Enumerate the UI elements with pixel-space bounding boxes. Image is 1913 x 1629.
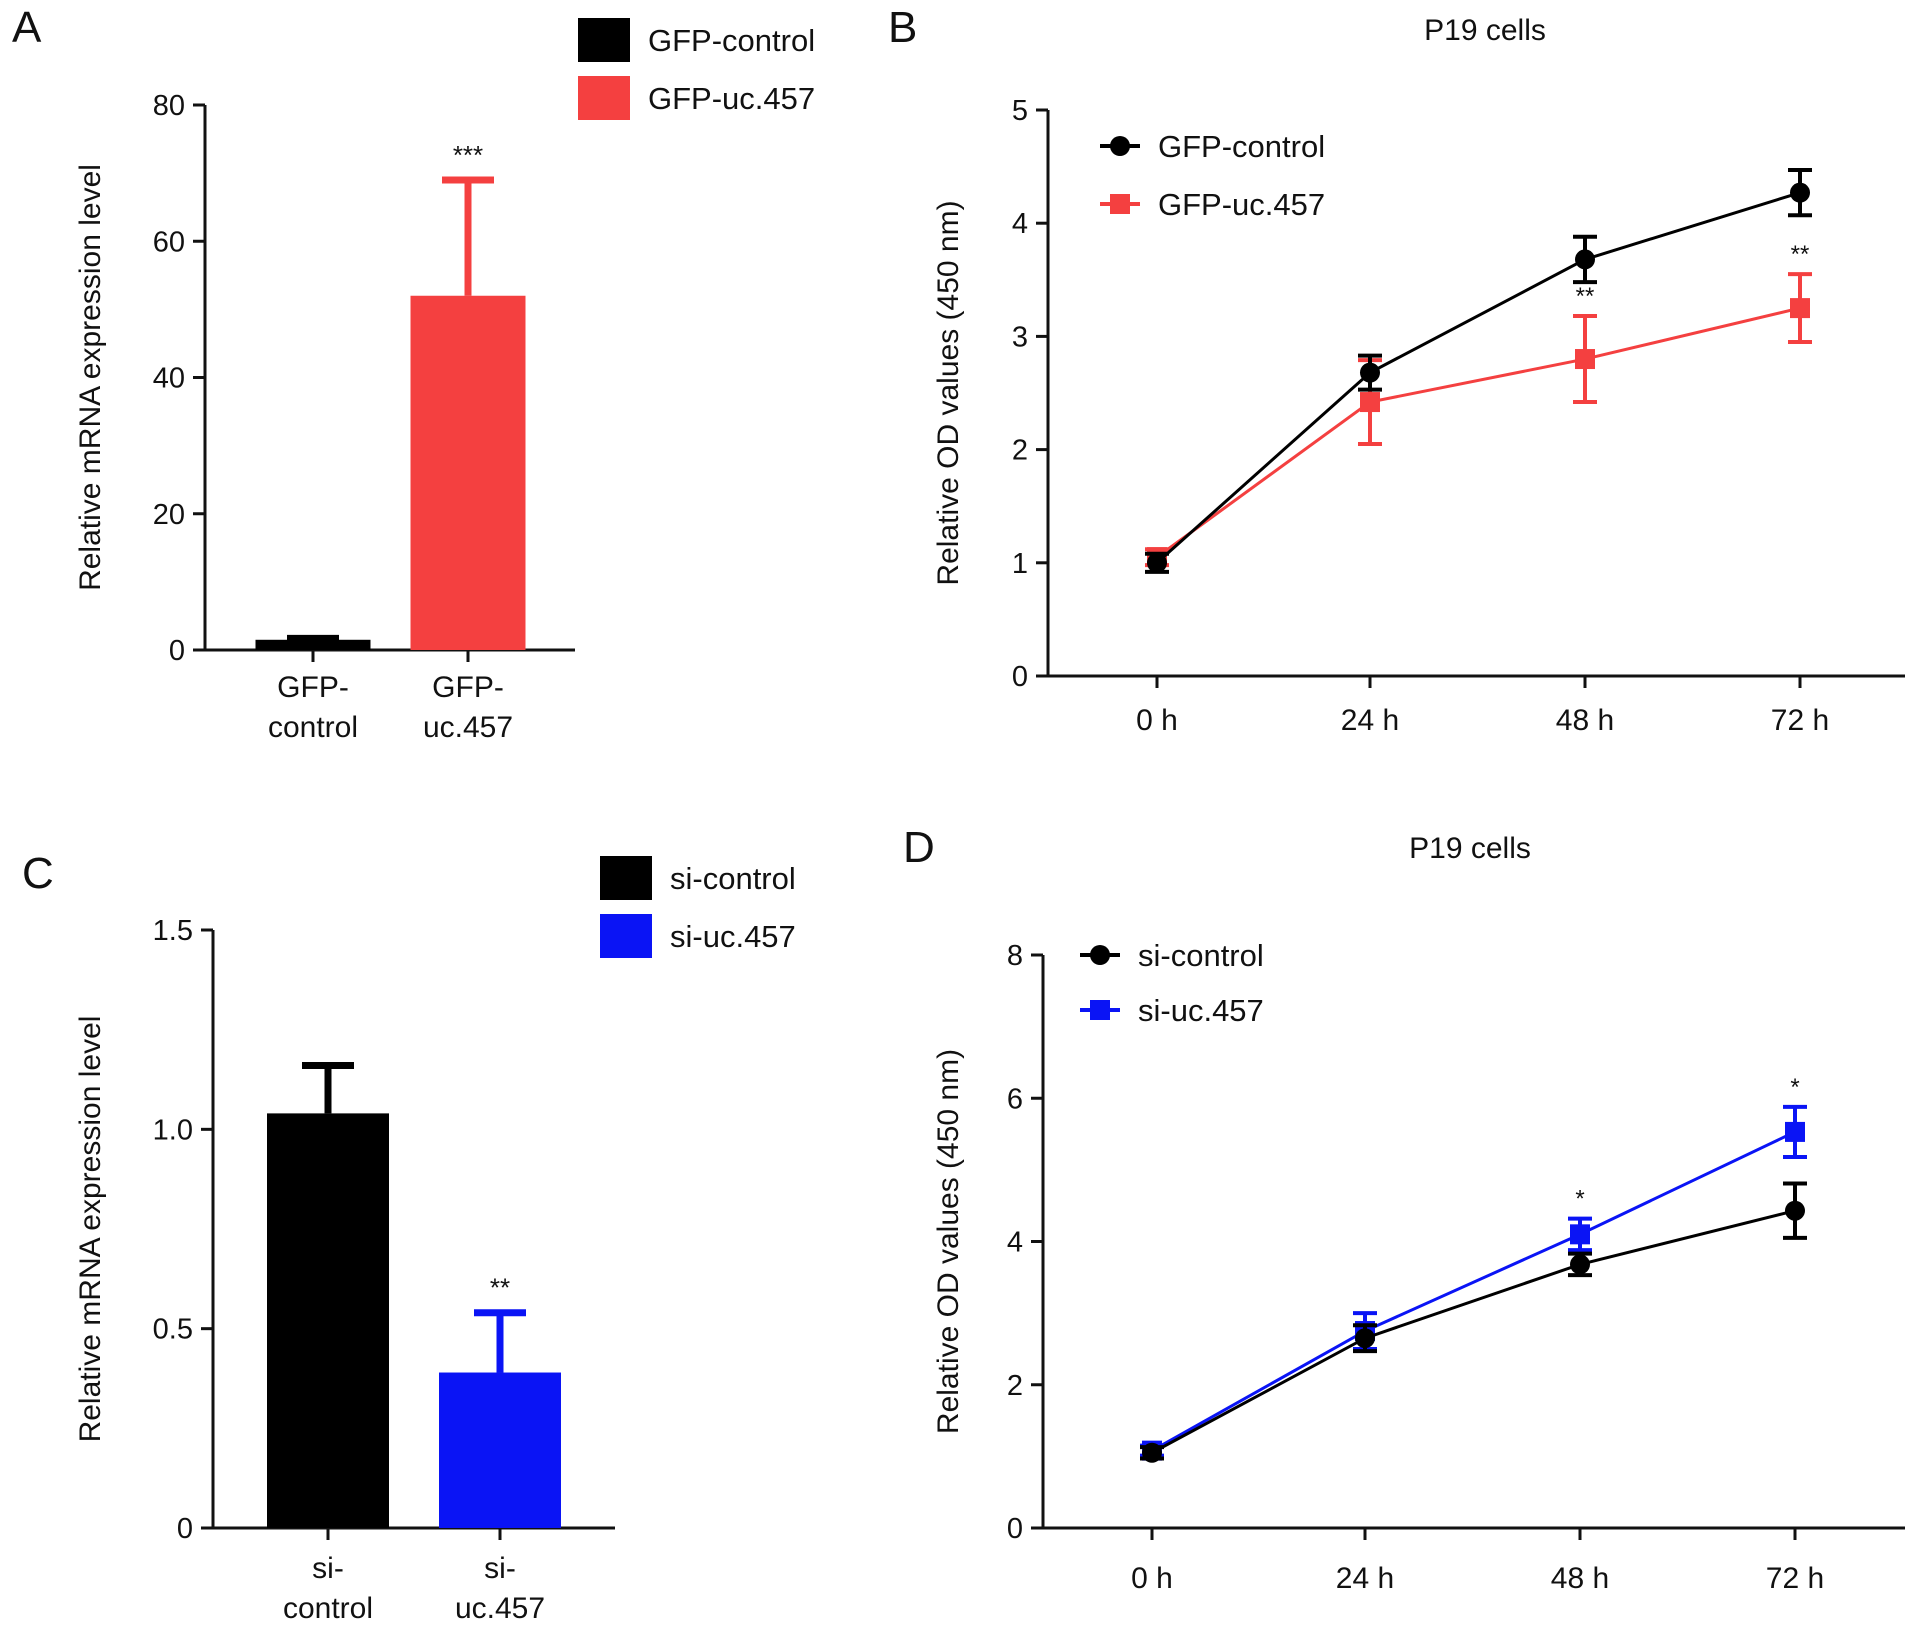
- panel-letter: C: [22, 849, 54, 898]
- y-tick-label: 6: [1007, 1083, 1023, 1115]
- series-line: [1151, 1130, 1796, 1452]
- panel-d: D 0 2 4 6 8 Relative OD values (450 nm) 0 h 24 h…: [903, 823, 1905, 1595]
- significance-label: *: [1790, 1074, 1799, 1101]
- significance-label: **: [1791, 241, 1810, 268]
- legend-point: [1110, 136, 1130, 156]
- y-axis-label: Relative mRNA expression level: [74, 1016, 107, 1443]
- series-line: [1156, 306, 1801, 559]
- panel-c: C 0 0.5 1.0 1.5 Relative mRNA expression leve…: [22, 849, 796, 1625]
- y-tick-label: 0.5: [153, 1314, 193, 1346]
- y-tick-label: 4: [1012, 208, 1028, 240]
- legend-point: [1090, 1000, 1110, 1020]
- legend-label: GFP-uc.457: [648, 81, 815, 116]
- series-line: [1151, 1209, 1796, 1455]
- significance-label: *: [1575, 1186, 1584, 1213]
- panel-letter: B: [888, 3, 917, 52]
- bar: [439, 1372, 561, 1528]
- y-axis-label: Relative mRNA expression level: [74, 164, 107, 591]
- y-axis-label: Relative OD values (450 nm): [932, 200, 965, 585]
- legend-point: [1110, 194, 1130, 214]
- x-tick-label: GFP-: [432, 671, 504, 704]
- legend-label: GFP-uc.457: [1158, 187, 1325, 222]
- significance-label: **: [1576, 283, 1595, 310]
- series-point: [1142, 1442, 1162, 1463]
- series-point: [1570, 1224, 1590, 1245]
- legend-label: GFP-control: [1158, 129, 1325, 164]
- y-tick-label: 2: [1012, 435, 1028, 467]
- x-tick-label: 72 h: [1771, 704, 1829, 737]
- y-tick-label: 1.5: [153, 915, 193, 947]
- series-point: [1360, 362, 1380, 383]
- legend-label: si-control: [670, 861, 796, 896]
- x-tick-label: uc.457: [423, 711, 513, 744]
- legend-label: si-uc.457: [670, 919, 796, 954]
- x-tick-label: si-: [484, 1552, 516, 1585]
- y-tick-label: 40: [153, 363, 185, 395]
- legend-label: si-uc.457: [1138, 993, 1264, 1028]
- x-tick-label: 48 h: [1556, 704, 1614, 737]
- x-tick-label: 24 h: [1336, 1562, 1394, 1595]
- x-tick-label: 0 h: [1136, 704, 1178, 737]
- series-point: [1147, 552, 1167, 573]
- legend-swatch: [600, 856, 652, 900]
- panel-letter: D: [903, 823, 935, 872]
- series-point: [1575, 349, 1595, 370]
- series-point: [1785, 1121, 1805, 1142]
- y-tick-label: 0: [1007, 1513, 1023, 1545]
- y-axis-label: Relative OD values (450 nm): [932, 1049, 965, 1434]
- x-tick-label: 0 h: [1131, 1562, 1173, 1595]
- x-tick-label: si-: [312, 1552, 344, 1585]
- legend-point: [1090, 945, 1110, 965]
- legend-swatch: [600, 914, 652, 958]
- x-tick-label: GFP-: [277, 671, 349, 704]
- x-tick-label: control: [268, 711, 358, 744]
- legend-label: GFP-control: [648, 23, 815, 58]
- x-tick-label: 72 h: [1766, 1562, 1824, 1595]
- y-tick-label: 60: [153, 226, 185, 258]
- x-tick-label: 24 h: [1341, 704, 1399, 737]
- x-tick-label: uc.457: [455, 1592, 545, 1625]
- series-point: [1355, 1328, 1375, 1349]
- y-tick-label: 3: [1012, 321, 1028, 353]
- significance-label: ***: [453, 140, 483, 170]
- panel-a: A 0 20 40 60 80 Relative mRNA expression level…: [12, 3, 815, 744]
- series-point: [1785, 1200, 1805, 1221]
- significance-label: **: [490, 1273, 510, 1303]
- legend-swatch: [578, 76, 630, 120]
- series-point: [1575, 249, 1595, 270]
- series-line: [1156, 191, 1801, 564]
- series-point: [1360, 392, 1380, 413]
- series-point: [1790, 182, 1810, 203]
- bar: [267, 1113, 389, 1528]
- y-tick-label: 1: [1012, 548, 1028, 580]
- panel-b: B 0 1 2 3 4 5 Relative OD values (450 nm) 0 h 24 …: [888, 3, 1905, 737]
- legend-label: si-control: [1138, 938, 1264, 973]
- chart-title: P19 cells: [1424, 14, 1546, 47]
- y-tick-label: 8: [1007, 940, 1023, 972]
- bar: [255, 639, 371, 650]
- panel-letter: A: [12, 3, 42, 52]
- x-tick-label: control: [283, 1592, 373, 1625]
- y-tick-label: 5: [1012, 95, 1028, 127]
- y-tick-label: 0: [177, 1513, 193, 1545]
- y-tick-label: 4: [1007, 1227, 1023, 1259]
- y-tick-label: 0: [169, 635, 185, 667]
- chart-title: P19 cells: [1409, 832, 1531, 865]
- y-tick-label: 1.0: [153, 1114, 193, 1146]
- series-point: [1570, 1254, 1590, 1275]
- y-tick-label: 80: [153, 90, 185, 122]
- y-tick-label: 2: [1007, 1370, 1023, 1402]
- series-point: [1790, 298, 1810, 319]
- y-tick-label: 0: [1012, 661, 1028, 693]
- legend-swatch: [578, 18, 630, 62]
- y-tick-label: 20: [153, 499, 185, 531]
- x-tick-label: 48 h: [1551, 1562, 1609, 1595]
- bar: [410, 295, 526, 650]
